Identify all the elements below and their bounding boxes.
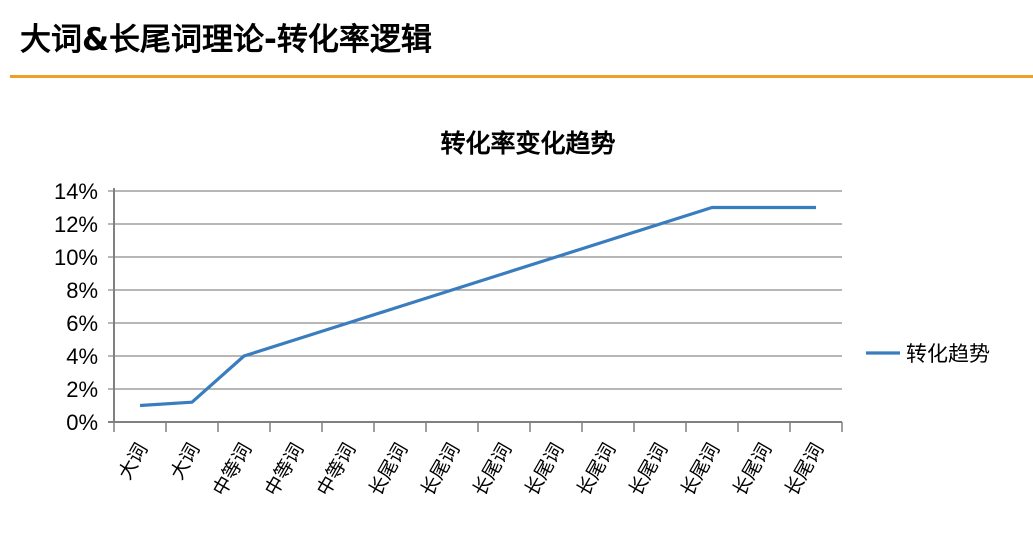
x-tick-label: 长尾词 <box>469 440 517 500</box>
x-tick-label: 长尾词 <box>781 440 829 500</box>
y-tick-label: 6% <box>66 311 98 336</box>
x-tick-label: 中等词 <box>209 440 257 500</box>
x-tick-label: 长尾词 <box>625 440 673 500</box>
x-tick-label: 中等词 <box>313 440 361 500</box>
y-tick-label: 2% <box>66 377 98 402</box>
y-tick-label: 4% <box>66 344 98 369</box>
x-tick-label: 长尾词 <box>677 440 725 500</box>
title-divider <box>10 75 1033 78</box>
slide-title: 大词&长尾词理论-转化率逻辑 <box>20 22 432 58</box>
x-tick-label: 长尾词 <box>417 440 465 500</box>
x-tick-label: 长尾词 <box>729 440 777 500</box>
legend-label: 转化趋势 <box>906 342 990 366</box>
x-tick-label: 长尾词 <box>365 440 413 500</box>
series-line <box>139 205 816 408</box>
x-tick-label: 长尾词 <box>573 440 621 500</box>
x-tick-label: 长尾词 <box>521 440 569 500</box>
chart-title: 转化率变化趋势 <box>440 129 615 158</box>
x-tick-label: 大词 <box>166 440 204 484</box>
x-tick-label: 中等词 <box>261 440 309 500</box>
x-tick-label: 大词 <box>114 440 152 484</box>
y-tick-label: 10% <box>54 245 98 270</box>
y-tick-label: 0% <box>66 410 98 435</box>
y-tick-label: 8% <box>66 278 98 303</box>
y-tick-label: 14% <box>54 179 98 204</box>
y-tick-label: 12% <box>54 212 98 237</box>
